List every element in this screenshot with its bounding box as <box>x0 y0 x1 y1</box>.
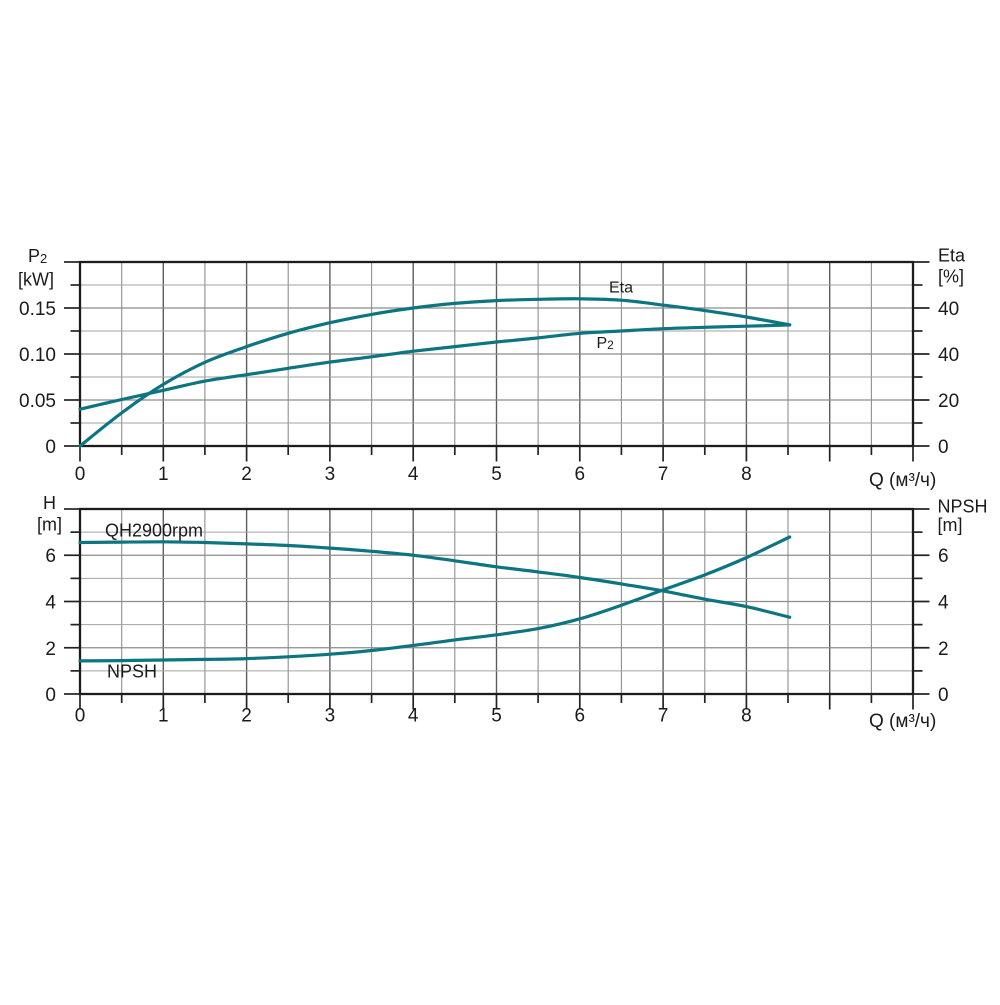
svg-text:40: 40 <box>938 345 959 366</box>
svg-text:5: 5 <box>491 706 502 727</box>
svg-text:4: 4 <box>408 706 419 727</box>
svg-text:Eta: Eta <box>938 246 966 266</box>
svg-text:6: 6 <box>938 546 949 567</box>
svg-text:7: 7 <box>658 706 669 727</box>
svg-text:0: 0 <box>75 706 86 727</box>
svg-text:0.10: 0.10 <box>19 345 56 366</box>
svg-text:Eta: Eta <box>609 280 633 297</box>
svg-text:0.15: 0.15 <box>19 299 56 320</box>
svg-text:[m]: [m] <box>37 515 62 535</box>
svg-text:P2: P2 <box>597 335 615 352</box>
svg-text:[%]: [%] <box>938 267 964 287</box>
svg-text:8: 8 <box>741 464 752 485</box>
svg-text:NPSH: NPSH <box>938 497 988 517</box>
svg-text:H: H <box>43 493 56 513</box>
svg-text:6: 6 <box>575 464 586 485</box>
svg-text:40: 40 <box>938 299 959 320</box>
svg-text:8: 8 <box>741 706 752 727</box>
svg-text:2: 2 <box>241 706 252 727</box>
svg-text:0.05: 0.05 <box>19 391 56 412</box>
svg-text:P2: P2 <box>28 246 47 266</box>
svg-text:1: 1 <box>158 464 169 485</box>
svg-text:6: 6 <box>45 546 56 567</box>
svg-text:3: 3 <box>325 706 336 727</box>
svg-text:[kW]: [kW] <box>18 270 54 290</box>
svg-text:0: 0 <box>45 685 56 706</box>
svg-text:0: 0 <box>938 437 949 458</box>
svg-text:Q (м³/ч): Q (м³/ч) <box>869 711 936 732</box>
svg-text:2: 2 <box>45 639 56 660</box>
svg-text:20: 20 <box>938 391 959 412</box>
svg-text:7: 7 <box>658 464 669 485</box>
svg-text:0: 0 <box>75 464 86 485</box>
svg-text:2: 2 <box>938 639 949 660</box>
svg-text:NPSH: NPSH <box>107 662 157 682</box>
svg-text:4: 4 <box>408 464 419 485</box>
svg-text:6: 6 <box>575 706 586 727</box>
svg-text:QH2900rpm: QH2900rpm <box>105 521 203 541</box>
svg-text:4: 4 <box>938 593 949 614</box>
svg-text:4: 4 <box>45 593 56 614</box>
svg-text:5: 5 <box>491 464 502 485</box>
svg-text:3: 3 <box>325 464 336 485</box>
svg-text:2: 2 <box>241 464 252 485</box>
svg-text:Q (м³/ч): Q (м³/ч) <box>869 470 936 491</box>
svg-text:0: 0 <box>45 437 56 458</box>
svg-text:[m]: [m] <box>938 515 963 535</box>
svg-text:0: 0 <box>938 685 949 706</box>
svg-text:1: 1 <box>158 706 169 727</box>
